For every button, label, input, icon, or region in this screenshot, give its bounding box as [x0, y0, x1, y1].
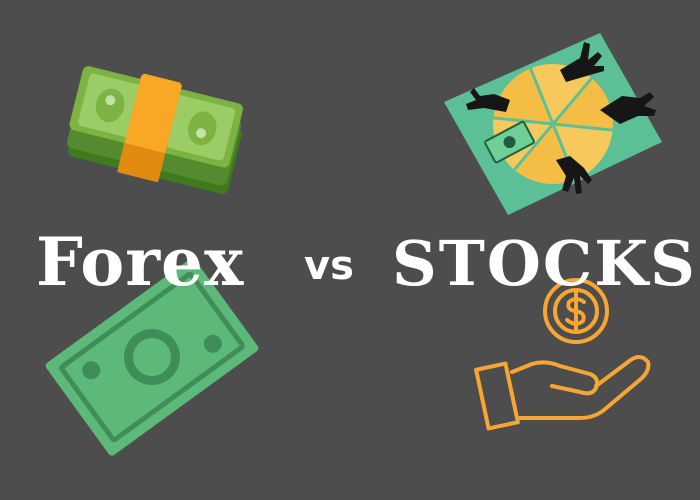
title-vs: vs [304, 243, 354, 289]
banknote-icon [45, 258, 259, 456]
hand-holding-dollar-icon [474, 278, 651, 431]
title-forex: Forex [36, 223, 245, 301]
hands-sharing-pie-icon [444, 33, 662, 215]
title-stocks: STOCKS [392, 227, 697, 300]
money-stack-icon [67, 66, 243, 194]
